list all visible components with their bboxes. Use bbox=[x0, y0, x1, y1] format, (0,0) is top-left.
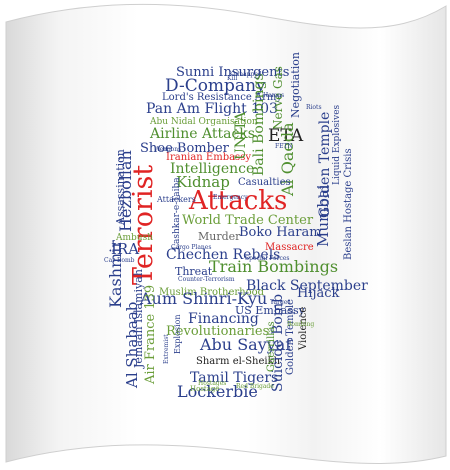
word-massacre: Massacre bbox=[265, 242, 314, 253]
word-airline-attacks: Airline Attacks bbox=[150, 126, 255, 142]
word-lockerbie: Lockerbie bbox=[177, 382, 258, 401]
word-attackers: Attackers bbox=[157, 195, 196, 204]
word-chechen-rebels: Chechen Rebels bbox=[166, 247, 281, 263]
word-assassination: Assassination bbox=[114, 149, 127, 225]
word-lord-s-resistance-army: Lord's Resistance Army bbox=[162, 92, 283, 103]
word-bali-bombings: Bali Bombings bbox=[251, 73, 267, 176]
word-special-forces: Special Forces bbox=[245, 255, 290, 262]
word-aum-shinri-kyu: Aum Shinri-Kyu bbox=[140, 289, 268, 308]
word-boko-haram: Boko Haram bbox=[239, 225, 322, 240]
word-emergency: Emergency bbox=[213, 194, 248, 201]
word-explosion: Explosion bbox=[173, 314, 182, 354]
word-kidnap: Kidnap bbox=[176, 173, 230, 191]
word-tamil-tigers: Tamil Tigers bbox=[190, 370, 279, 386]
word-pan-am-flight-103: Pan Am Flight 103 bbox=[146, 101, 278, 117]
word-violence: Violence bbox=[298, 306, 309, 350]
word-lashkar-e-taiba: Lashkar-e-Taiba bbox=[172, 177, 182, 250]
word-fetn: FETN bbox=[275, 143, 293, 150]
word-sunni-insurgents: Sunni Insurgents bbox=[176, 65, 290, 80]
word-bombing: Bombing bbox=[287, 321, 315, 328]
word-financing: Financing bbox=[188, 311, 259, 327]
word-unita: UNITA bbox=[233, 111, 249, 160]
word-ambush: Ambush bbox=[116, 233, 154, 243]
word-beslan-hostage-crisis: Beslan Hostage Crisis bbox=[343, 148, 354, 260]
word-liquid-explosives: Liquid Explosives bbox=[332, 104, 342, 185]
word-car-bomb: Car Bomb bbox=[104, 257, 135, 264]
word-air-france-139: Air France 139 bbox=[143, 284, 158, 384]
word-kidnapped: Kidnapped bbox=[229, 71, 262, 78]
word-riots: Riots bbox=[306, 104, 322, 111]
word-kill: Kill bbox=[227, 75, 238, 82]
word-us-embassy: US Embassy bbox=[235, 304, 305, 317]
word-red-brigade: Red Brigade bbox=[236, 383, 274, 390]
word-abu-nidal-organisation: Abu Nidal Organisation bbox=[150, 117, 258, 127]
word-terrorist: Terrorist bbox=[128, 164, 159, 285]
word-shoe-bomber: Shoe Bomber bbox=[140, 141, 229, 156]
word-guerrillas: Guerrillas bbox=[266, 321, 277, 372]
word-ira: IRA bbox=[111, 240, 140, 258]
word-target: Target bbox=[270, 299, 290, 306]
word-hijack: Hijack bbox=[297, 286, 340, 301]
word-sharm-el-sheikh: Sharm el-Sheikh bbox=[196, 356, 281, 367]
word-iranian-embassy: Iranian Embassy bbox=[166, 152, 251, 163]
word-negotiation: Negotiation bbox=[289, 52, 302, 118]
word-kashmir: Kashmir bbox=[106, 240, 125, 308]
word-hostage: Hostage bbox=[190, 385, 220, 393]
word-revolutionaries: Revolutionaries bbox=[166, 324, 270, 339]
word-black-september: Black September bbox=[246, 278, 368, 294]
word-casualties: Casualties bbox=[238, 177, 291, 188]
word-extremist: Extremist bbox=[163, 334, 170, 364]
word-attacks: Attacks bbox=[189, 186, 288, 216]
word-golden-temple: Golden Temple bbox=[285, 299, 296, 375]
word-d-company: D-Company bbox=[165, 76, 266, 96]
word-threat: Threat bbox=[175, 265, 213, 278]
word-hostages: Hostages bbox=[198, 380, 227, 387]
word-world-trade-center: World Trade Center bbox=[182, 213, 314, 228]
word-cargo-planes: Cargo Planes bbox=[171, 244, 212, 251]
word-muslim-brotherhood: Muslim Brotherhood bbox=[159, 287, 265, 298]
word-train-bombings: Train Bombings bbox=[209, 257, 339, 276]
word-al-shabaab: Al Shabaab bbox=[123, 301, 141, 388]
word-murder: Murder bbox=[198, 230, 241, 243]
word-hamas: Hamas bbox=[263, 92, 285, 99]
word-eta: ETA bbox=[268, 126, 304, 146]
word-weapons: Weapons bbox=[154, 146, 182, 153]
word-counter-terrorism: Counter-Terrorism bbox=[178, 276, 235, 283]
word-abu-sayyaf: Abu Sayyaf bbox=[200, 335, 292, 354]
word-intelligence: Intelligence bbox=[170, 161, 255, 177]
